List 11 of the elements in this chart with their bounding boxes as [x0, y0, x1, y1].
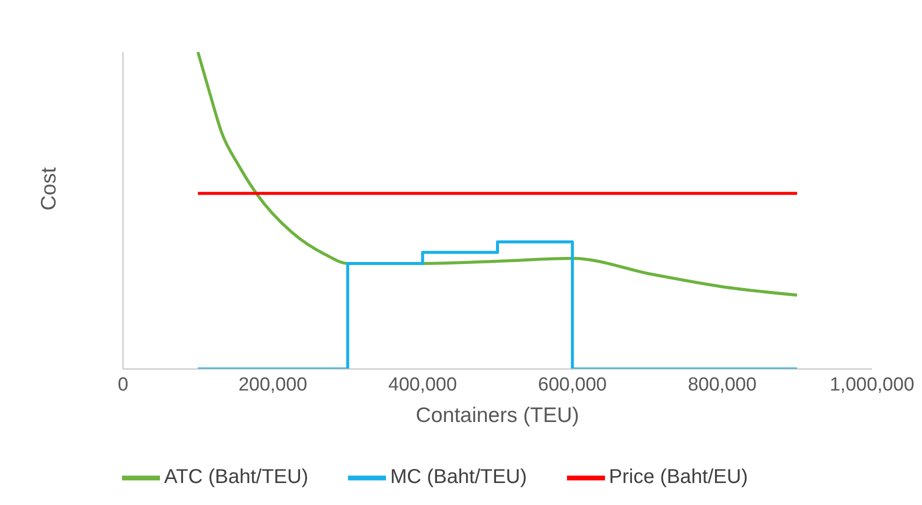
x-tick-label: 0: [118, 374, 128, 396]
x-axis-title: Containers (TEU): [416, 404, 580, 427]
legend-label: ATC (Baht/TEU): [164, 466, 308, 488]
x-tick-label: 800,000: [688, 374, 757, 396]
legend-label: Price (Baht/EU): [608, 466, 748, 488]
y-axis-title: Cost: [37, 167, 60, 210]
x-tick-label: 600,000: [538, 374, 607, 396]
x-tick-label: 400,000: [388, 374, 457, 396]
x-tick-label: 1,000,000: [830, 374, 914, 396]
x-tick-label: 200,000: [238, 374, 308, 396]
legend-label: MC (Baht/TEU): [390, 466, 527, 488]
